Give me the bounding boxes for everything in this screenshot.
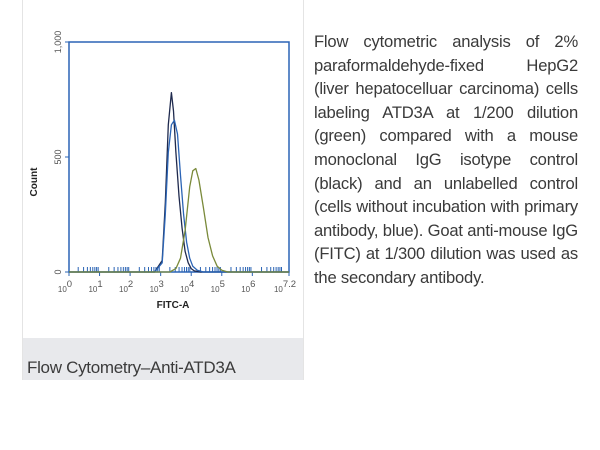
figure-caption: Flow Cytometry–Anti-ATD3A <box>27 358 236 377</box>
x-tick-label: 102 <box>119 279 133 294</box>
y-tick-label: 500 <box>53 149 63 164</box>
flow-cytometry-histogram: 100 101 102 103 104 105 106 107.2 0 500 1,000 FITC-… <box>29 31 296 311</box>
figure-description: Flow cytometric analysis of 2% paraforma… <box>314 32 578 287</box>
histogram-series-1 <box>69 91 289 273</box>
figure-caption-bar: Flow Cytometry–Anti-ATD3A <box>23 338 303 380</box>
x-tick-label: 101 <box>88 279 102 294</box>
x-tick-label: 100 <box>58 279 72 294</box>
x-axis-title: FITC-A <box>157 300 190 311</box>
x-tick-label: 103 <box>150 279 164 294</box>
x-tick-label: 105 <box>211 279 225 294</box>
histogram-series-3 <box>69 167 289 273</box>
x-tick-label: 104 <box>180 279 194 294</box>
y-axis-title: Count <box>29 167 40 197</box>
y-tick-label: 1,000 <box>53 31 63 54</box>
figure-panel: 100 101 102 103 104 105 106 107.2 0 500 1,000 FITC-… <box>22 0 304 380</box>
histogram-series-2 <box>69 119 289 273</box>
x-tick-label: 107.2 <box>274 279 296 294</box>
x-tick-label: 106 <box>241 279 255 294</box>
y-tick-label: 0 <box>53 269 63 274</box>
